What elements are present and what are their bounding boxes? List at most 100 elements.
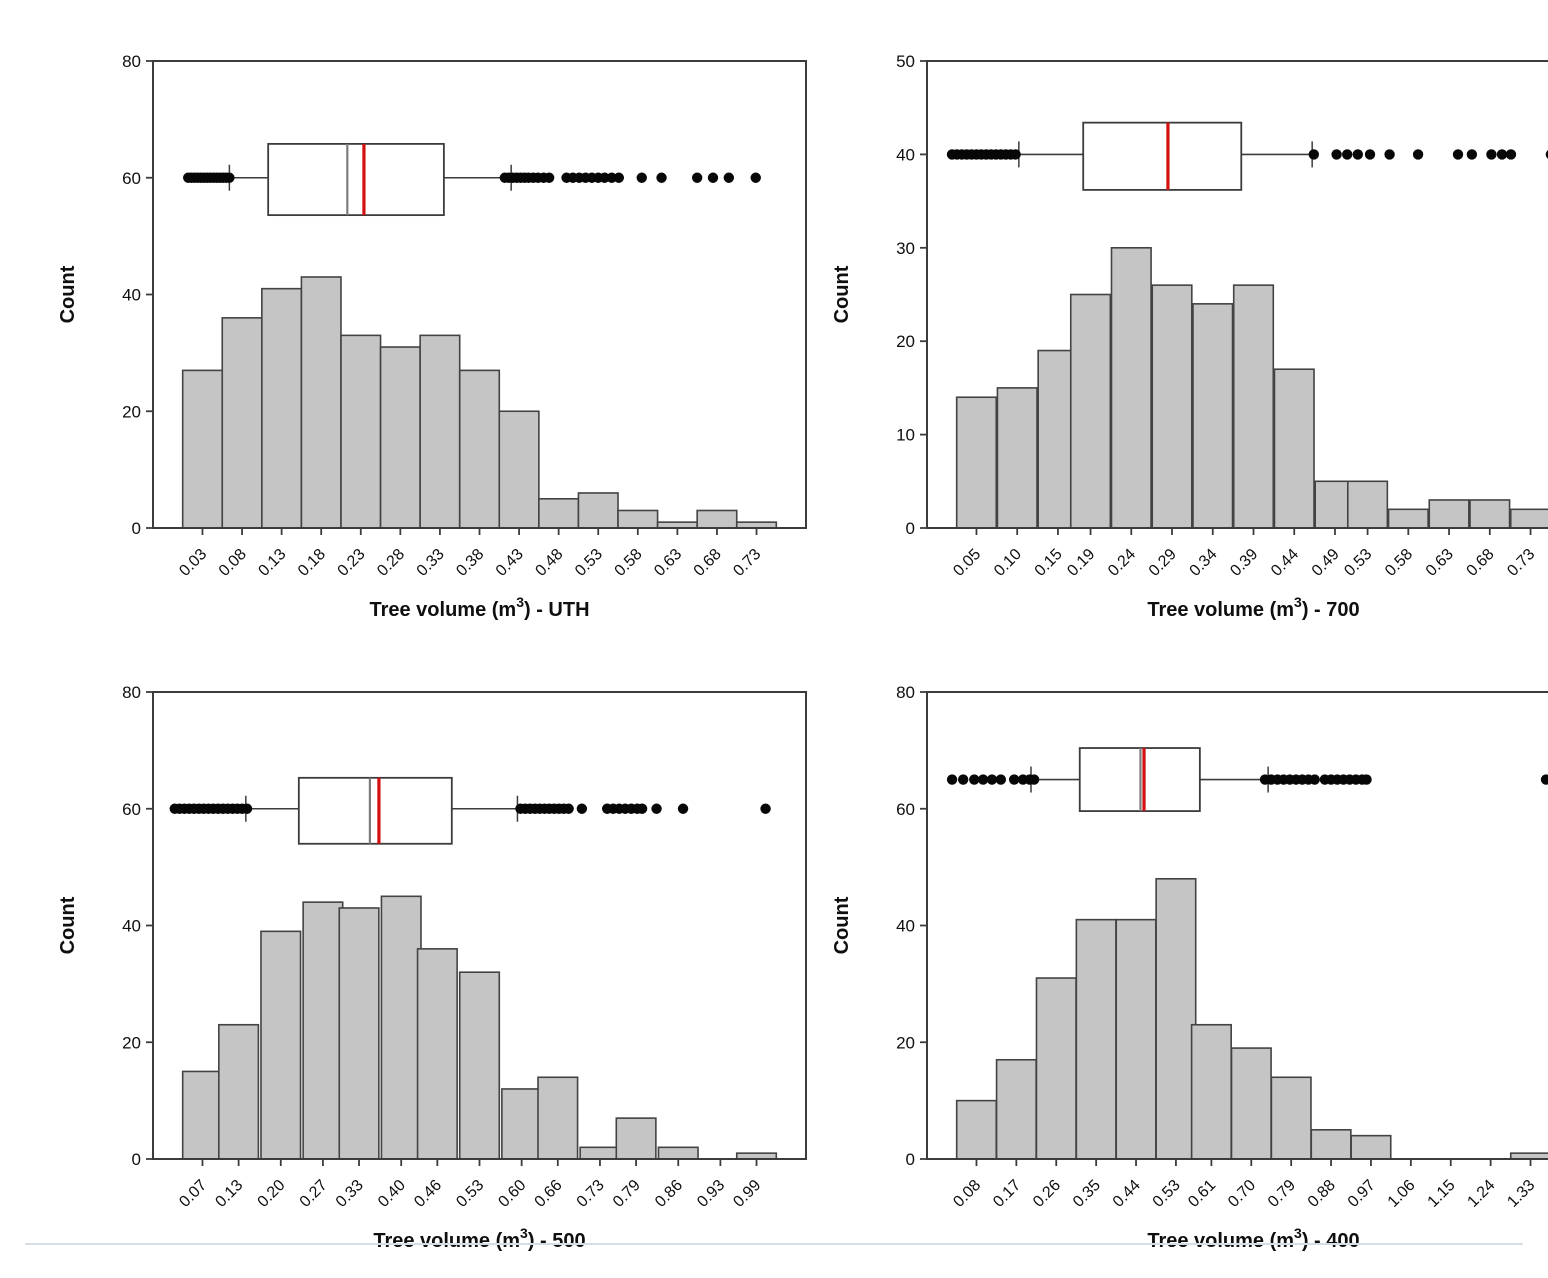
histogram-bar xyxy=(1232,284,1275,529)
x-tick-label: 0.08 xyxy=(950,1177,984,1211)
y-tick-label: 60 xyxy=(122,800,141,819)
outlier-dot xyxy=(636,803,648,814)
y-tick-label: 10 xyxy=(896,426,915,445)
outlier-dot xyxy=(691,172,703,183)
histogram-bar xyxy=(1270,1076,1312,1160)
x-tick-label: 0.53 xyxy=(1341,546,1375,580)
histogram-bar xyxy=(261,287,303,529)
histogram-bar xyxy=(1469,499,1511,529)
histogram-bar xyxy=(338,907,380,1160)
outlier-dot xyxy=(1384,149,1395,160)
panel-500: 0 20 40 60 80 0.07 0.13 0.20 0.27 0.33 0.40 0.46 0.5… xyxy=(40,647,814,1278)
histogram-bar xyxy=(1310,1129,1352,1160)
x-tick-label: 1.33 xyxy=(1504,1177,1538,1211)
y-tick-label: 60 xyxy=(896,800,915,819)
x-tick-label: 0.60 xyxy=(495,1177,529,1211)
histogram-bar xyxy=(537,1076,579,1160)
x-tick-label: 0.49 xyxy=(1309,546,1343,580)
outlier-dot xyxy=(543,172,555,183)
chart-uth: 0 20 40 60 80 0.03 0.08 0.13 0.18 0.23 0.28 0.33 0.3… xyxy=(57,52,807,621)
outlier-dot xyxy=(723,172,735,183)
y-tick-label: 40 xyxy=(122,917,141,936)
outlier-dot xyxy=(750,172,761,183)
histogram-bar xyxy=(657,1146,699,1160)
bottom-divider xyxy=(25,1243,1523,1245)
x-tick-label: 1.24 xyxy=(1464,1177,1498,1211)
y-tick-label: 0 xyxy=(906,519,915,538)
histogram-bar xyxy=(1350,1134,1392,1160)
histogram-bar xyxy=(458,369,501,529)
x-tick-label: 0.61 xyxy=(1185,1177,1219,1211)
y-tick-label: 20 xyxy=(896,332,915,351)
outlier-dot xyxy=(651,803,662,814)
histogram-bar xyxy=(498,410,540,529)
histogram-bar xyxy=(302,901,344,1160)
x-tick-label: 0.43 xyxy=(493,546,527,580)
outlier-dot xyxy=(1308,149,1319,160)
y-tick-label: 80 xyxy=(122,683,141,702)
x-tick-label: 0.63 xyxy=(651,546,685,580)
x-axis-title: Tree volume (m3) - 700 xyxy=(1147,594,1359,621)
boxplot-box xyxy=(1082,121,1243,191)
y-tick-label: 20 xyxy=(896,1033,915,1052)
outlier-dot xyxy=(1412,149,1424,160)
y-tick-label: 40 xyxy=(896,145,915,164)
y-tick-label: 0 xyxy=(132,519,141,538)
histogram-bar xyxy=(1387,508,1429,529)
histogram-bar xyxy=(1035,977,1077,1160)
histogram-bar xyxy=(379,346,421,529)
x-tick-label: 0.07 xyxy=(176,1177,210,1211)
outlier-dot xyxy=(1486,149,1497,160)
outlier-dot xyxy=(1331,149,1342,160)
histogram-bar xyxy=(1230,1047,1272,1160)
x-tick-label: 0.68 xyxy=(1464,546,1498,580)
outlier-dot xyxy=(636,172,647,183)
outlier-dot xyxy=(599,172,610,183)
x-tick-label: 0.53 xyxy=(1150,1177,1184,1211)
outlier-dot xyxy=(1496,149,1508,160)
x-tick-label: 0.63 xyxy=(1423,546,1457,580)
x-tick-label: 0.70 xyxy=(1225,1177,1259,1211)
x-tick-label: 0.13 xyxy=(255,546,289,580)
x-tick-label: 0.28 xyxy=(374,546,408,580)
x-tick-label: 0.46 xyxy=(411,1177,445,1211)
panel-400: 0 20 40 60 80 0.08 0.17 0.26 0.35 0.44 0.53 0.61 0.7… xyxy=(814,647,1548,1278)
y-tick-label: 20 xyxy=(122,1033,141,1052)
outlier-dot xyxy=(946,774,958,785)
x-tick-label: 0.18 xyxy=(295,546,329,580)
outlier-dot xyxy=(760,803,771,814)
x-tick-label: 0.13 xyxy=(212,1177,246,1211)
histogram-bar xyxy=(1428,499,1470,529)
outlier-dot xyxy=(1545,150,1548,159)
y-tick-label: 0 xyxy=(132,1150,141,1169)
histogram-bar xyxy=(1509,508,1548,529)
y-tick-label: 80 xyxy=(896,683,915,702)
y-tick-label: 20 xyxy=(122,402,141,421)
histogram-bar xyxy=(615,1117,657,1160)
histogram-bar xyxy=(1069,293,1112,529)
outlier-dot xyxy=(576,803,588,814)
x-tick-label: 0.68 xyxy=(691,546,725,580)
x-tick-label: 0.39 xyxy=(1227,546,1261,580)
panel-uth: 0 20 40 60 80 0.03 0.08 0.13 0.18 0.23 0.28 0.33 0.3… xyxy=(40,16,814,647)
y-tick-label: 60 xyxy=(122,169,141,188)
outlier-dot xyxy=(656,172,667,183)
x-tick-label: 0.29 xyxy=(1146,546,1180,580)
histogram-bar xyxy=(1115,918,1157,1160)
outlier-dot xyxy=(969,774,980,785)
outlier-dot xyxy=(707,172,719,183)
x-tick-label: 0.99 xyxy=(730,1177,764,1211)
histogram-bar xyxy=(1273,368,1315,529)
x-tick-label: 0.38 xyxy=(453,546,487,580)
x-tick-label: 0.66 xyxy=(532,1177,566,1211)
outlier-dot xyxy=(241,803,253,814)
outlier-dot xyxy=(957,774,969,785)
outlier-dot xyxy=(1008,774,1020,785)
x-tick-label: 0.35 xyxy=(1070,1177,1104,1211)
histogram-bar xyxy=(579,1146,621,1160)
histogram-bar xyxy=(995,1058,1037,1160)
x-tick-label: 0.34 xyxy=(1187,546,1221,580)
chart-500: 0 20 40 60 80 0.07 0.13 0.20 0.27 0.33 0.40 0.46 0.5… xyxy=(57,683,807,1252)
histogram-bar xyxy=(1151,284,1193,529)
